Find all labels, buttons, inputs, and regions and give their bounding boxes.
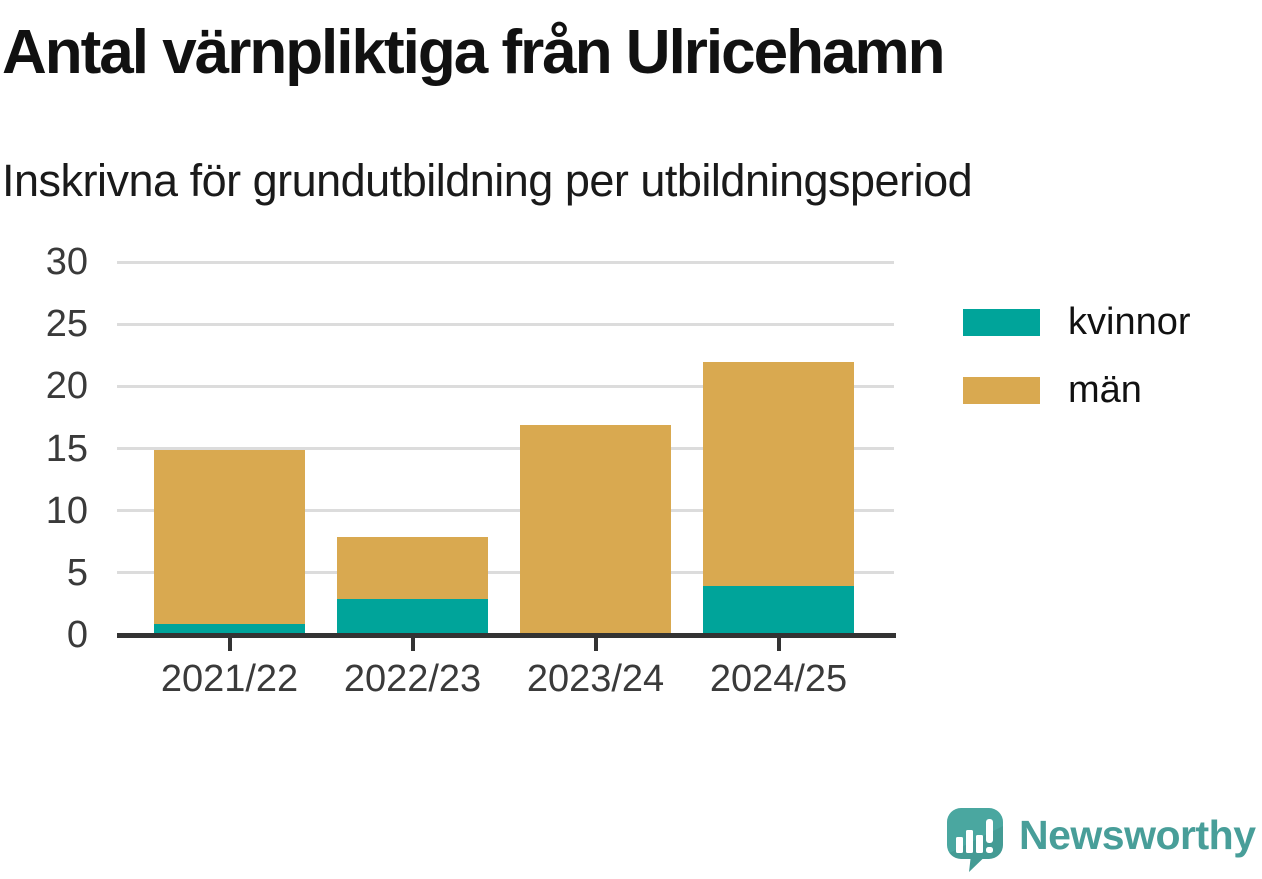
x-axis-tick [410, 638, 415, 651]
x-axis-tick [593, 638, 598, 651]
legend-swatch-män [963, 376, 1040, 404]
bar-segment-män [520, 424, 671, 636]
x-axis-tick-label: 2024/25 [709, 658, 848, 700]
chart-subtitle: Inskrivna för grundutbildning per utbild… [2, 155, 973, 206]
x-axis-tick [227, 638, 232, 651]
legend-item-män: män [963, 371, 1191, 409]
y-axis-tick-label: 15 [45, 427, 88, 470]
y-gridline [117, 509, 894, 513]
bar-segment-kvinnor [337, 598, 488, 636]
y-gridline [117, 322, 894, 326]
y-axis-tick-label: 10 [45, 489, 88, 532]
y-gridline [117, 260, 894, 264]
y-gridline [117, 447, 894, 450]
newsworthy-icon [947, 808, 1003, 872]
bar-segment-kvinnor [703, 586, 854, 636]
y-axis-tick-label: 25 [45, 303, 88, 346]
y-axis-tick-label: 0 [66, 614, 88, 656]
x-axis-tick [776, 638, 781, 651]
y-axis-tick-label: 5 [66, 551, 88, 594]
x-axis-tick-label: 2022/23 [343, 658, 482, 700]
y-axis-tick-label: 20 [45, 365, 88, 408]
x-axis-tick-label: 2021/22 [160, 658, 299, 700]
x-axis-tick-label: 2023/24 [526, 658, 665, 700]
newsworthy-logo: Newsworthy [947, 808, 1256, 872]
y-axis-tick-label: 30 [45, 241, 88, 283]
legend-label: män [1068, 369, 1142, 411]
legend-swatch-kvinnor [963, 308, 1040, 336]
x-axis-line [117, 632, 896, 638]
newsworthy-wordmark: Newsworthy [1019, 812, 1256, 858]
legend-label: kvinnor [1068, 301, 1191, 343]
y-gridline [117, 384, 894, 388]
legend: kvinnor män [963, 303, 1191, 439]
chart-title: Antal värnpliktiga från Ulricehamn [2, 18, 945, 87]
bar-segment-män [703, 362, 854, 587]
legend-item-kvinnor: kvinnor [963, 303, 1191, 341]
bar-segment-män [154, 449, 305, 624]
y-gridline [117, 571, 894, 575]
bar-segment-män [337, 536, 488, 599]
